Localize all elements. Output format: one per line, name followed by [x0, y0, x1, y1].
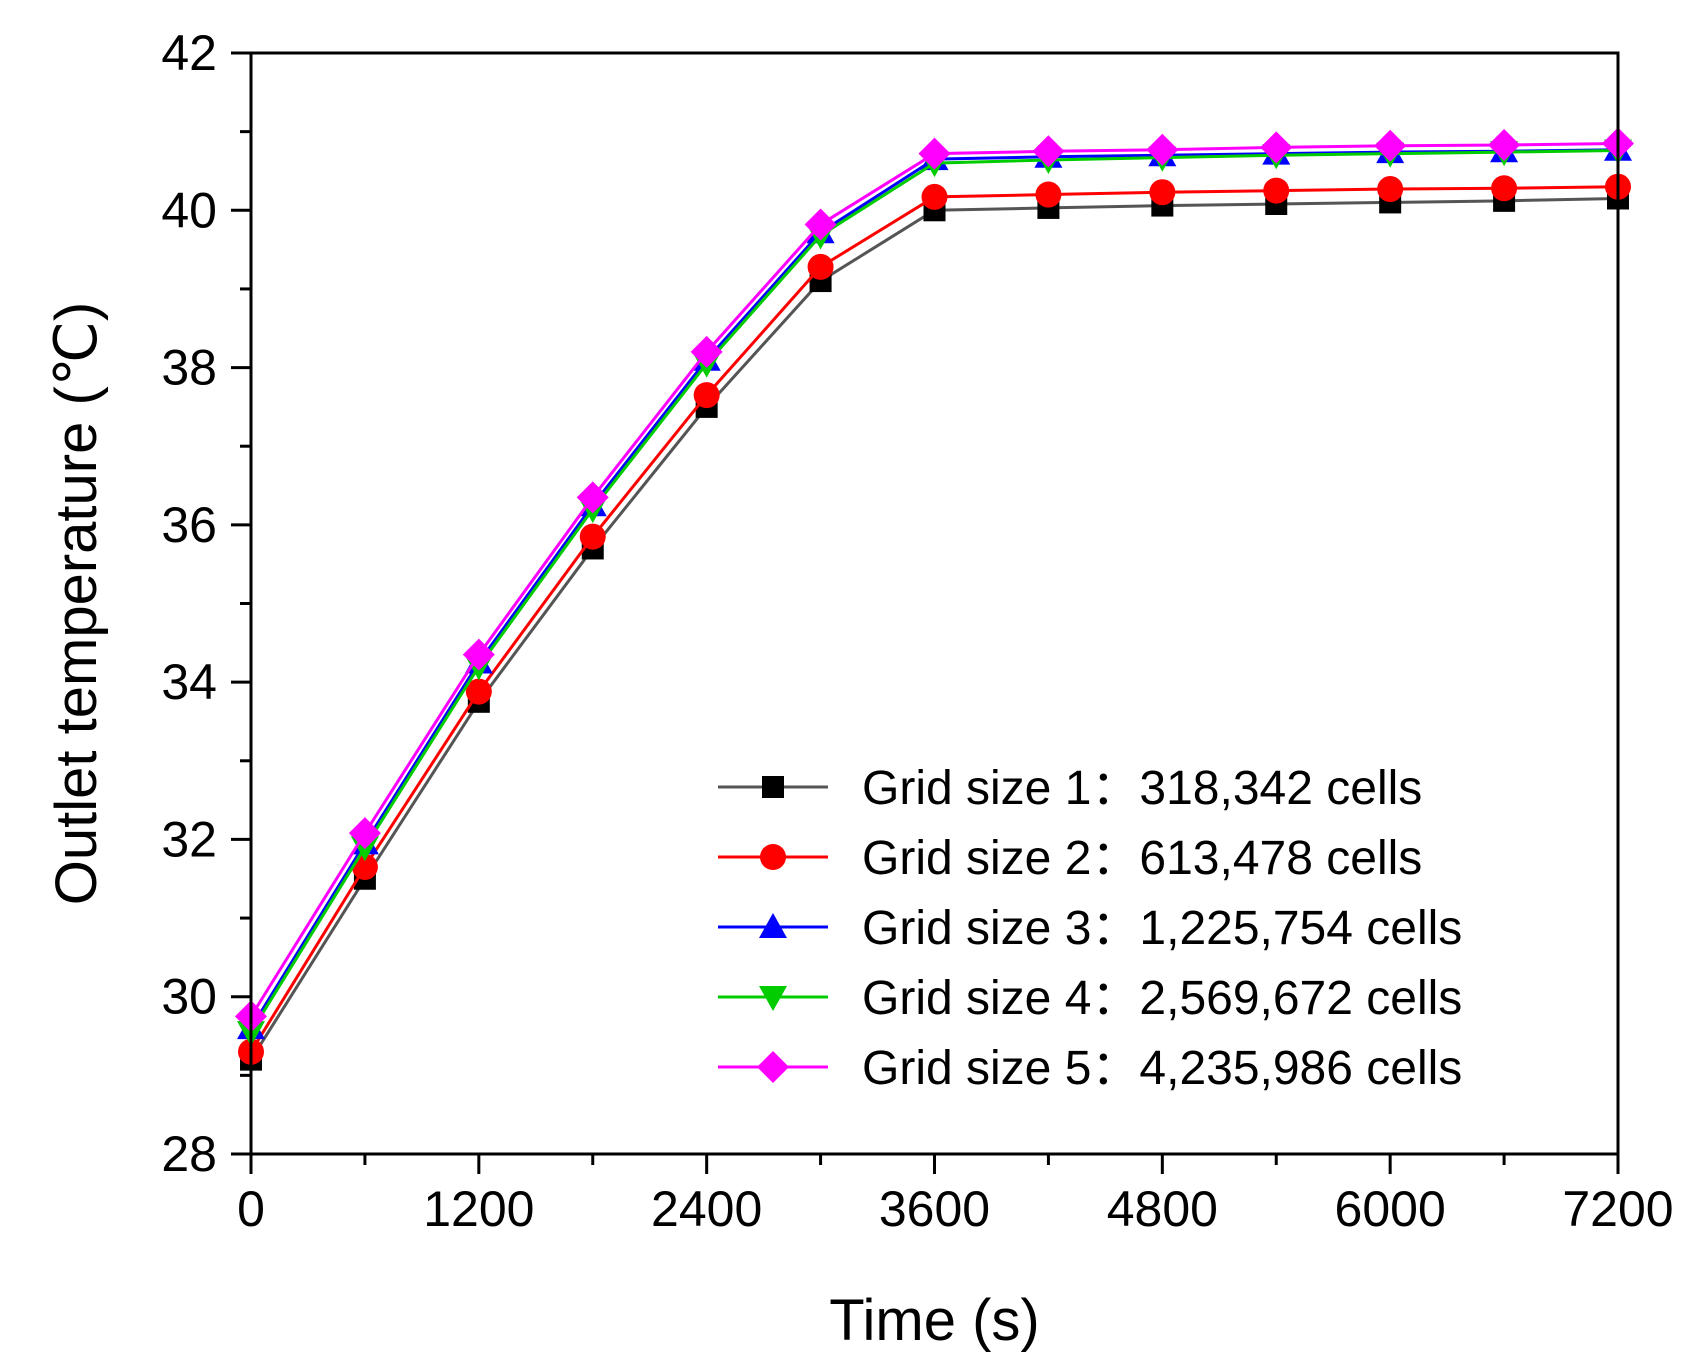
- legend-label: Grid size 2：613,478 cells: [862, 832, 1422, 885]
- series-2-point: [1377, 176, 1404, 203]
- y-tick-label: 32: [161, 811, 217, 867]
- y-tick-label: 42: [161, 25, 217, 81]
- series-5-point: [804, 208, 837, 241]
- series-5-point: [1032, 135, 1065, 168]
- legend-label: Grid size 3：1,225,754 cells: [862, 902, 1462, 955]
- legend-item-1: Grid size 1：318,342 cells: [718, 762, 1422, 815]
- legend-label: Grid size 5：4,235,986 cells: [862, 1042, 1462, 1095]
- legend-swatch-marker: [759, 986, 787, 1011]
- y-tick-label: 36: [161, 497, 217, 553]
- legend-swatch-marker: [760, 844, 786, 870]
- legend-item-5: Grid size 5：4,235,986 cells: [718, 1042, 1462, 1095]
- x-tick-label: 7200: [1562, 1181, 1673, 1237]
- series-5-line: [249, 141, 1619, 1018]
- series-5-point: [1146, 133, 1179, 166]
- series-2-point: [693, 382, 720, 409]
- y-axis-title: Outlet temperature (℃): [44, 302, 109, 905]
- series-5-point: [1260, 131, 1293, 164]
- x-tick-label: 6000: [1335, 1181, 1446, 1237]
- legend-swatch-marker: [757, 1051, 789, 1083]
- legend-swatch-marker: [759, 913, 787, 938]
- legend-item-3: Grid size 3：1,225,754 cells: [718, 902, 1462, 955]
- series-5-point: [1488, 129, 1521, 162]
- series-2-point: [1149, 179, 1176, 206]
- series-5-point: [690, 335, 723, 368]
- x-tick-label: 3600: [879, 1181, 990, 1237]
- series-2-point: [807, 253, 834, 280]
- series-2: [238, 173, 1631, 1065]
- legend: Grid size 1：318,342 cells Grid size 2：613…: [718, 762, 1462, 1095]
- x-axis-title: Time (s): [829, 1288, 1039, 1353]
- legend-item-2: Grid size 2：613,478 cells: [718, 832, 1422, 885]
- series-4-line: [249, 149, 1619, 1033]
- y-tick-label: 40: [161, 182, 217, 238]
- series-2-point: [465, 678, 492, 705]
- x-tick-label: 2400: [651, 1181, 762, 1237]
- series-3-line: [249, 148, 1619, 1029]
- series-5: [235, 127, 1634, 1033]
- y-tick-label: 30: [161, 969, 217, 1025]
- ticks-layer: 28 30 32 34 36 38 40 42 0 1200 2400 3600 4800 6000 720…: [161, 25, 1673, 1237]
- legend-item-4: Grid size 4：2,569,672 cells: [718, 972, 1462, 1025]
- series-2-point: [1035, 181, 1062, 208]
- series-2-point: [1263, 177, 1290, 204]
- series-2-point: [1491, 175, 1518, 202]
- series-5-point: [1374, 129, 1407, 162]
- legend-label: Grid size 4：2,569,672 cells: [862, 972, 1462, 1025]
- y-tick-label: 28: [161, 1126, 217, 1182]
- series-5-point: [918, 137, 951, 170]
- x-tick-label: 0: [237, 1181, 265, 1237]
- series-2-point: [579, 523, 606, 550]
- legend-label: Grid size 1：318,342 cells: [862, 762, 1422, 815]
- y-tick-label: 38: [161, 340, 217, 396]
- series-5-point: [348, 817, 381, 850]
- series-5-point: [462, 638, 495, 671]
- y-tick-label: 34: [161, 654, 217, 710]
- x-tick-label: 4800: [1107, 1181, 1218, 1237]
- series-5-point: [576, 481, 609, 514]
- legend-swatch-marker: [762, 776, 784, 798]
- series-2-point: [921, 183, 948, 210]
- x-tick-label: 1200: [423, 1181, 534, 1237]
